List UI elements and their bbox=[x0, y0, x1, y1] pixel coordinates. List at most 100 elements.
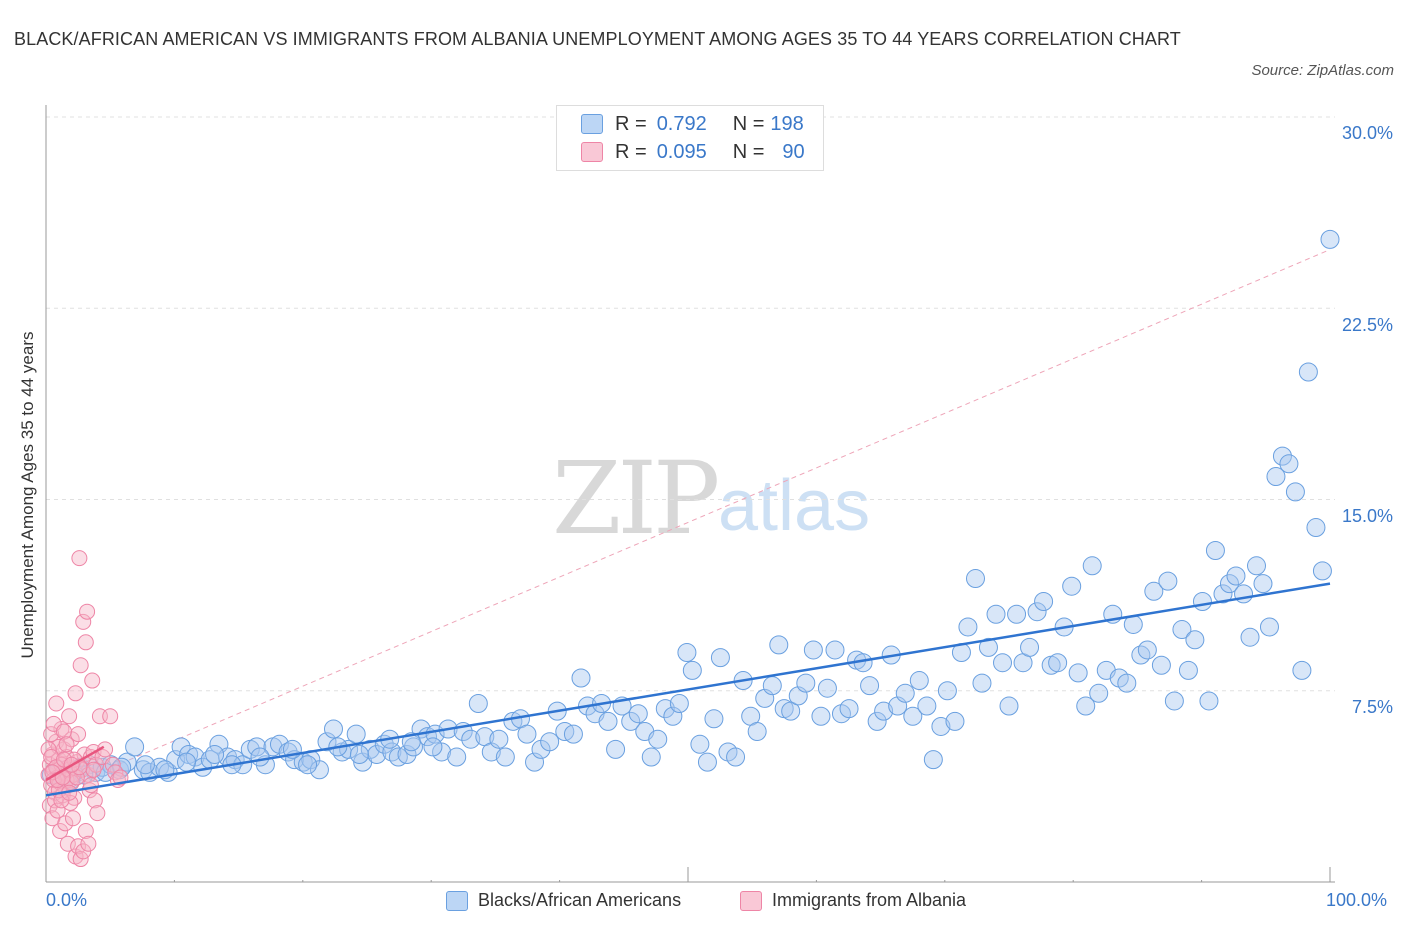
data-point bbox=[965, 569, 985, 589]
legend-row-blacks: R = 0.792 N = 198 bbox=[581, 110, 804, 138]
data-point bbox=[52, 823, 69, 839]
data-point bbox=[563, 724, 583, 744]
data-point bbox=[540, 732, 560, 752]
data-point bbox=[205, 745, 225, 764]
data-point bbox=[762, 676, 782, 696]
data-point bbox=[1144, 581, 1164, 601]
data-point bbox=[1285, 482, 1305, 502]
data-point bbox=[1151, 655, 1171, 675]
legend-n-value: 90 bbox=[782, 140, 805, 163]
data-point bbox=[917, 696, 937, 716]
legend-n-label: N = bbox=[732, 140, 765, 163]
data-point bbox=[67, 685, 84, 702]
data-point bbox=[1219, 574, 1239, 594]
data-point bbox=[1306, 518, 1326, 538]
data-point bbox=[1076, 696, 1096, 716]
data-point bbox=[55, 723, 72, 740]
data-point bbox=[346, 724, 366, 744]
data-point bbox=[71, 550, 88, 567]
data-point bbox=[349, 745, 369, 764]
legend-swatch-blue bbox=[581, 114, 603, 134]
data-point bbox=[525, 752, 545, 772]
data-point bbox=[1131, 645, 1151, 665]
data-point bbox=[423, 737, 443, 757]
legend-swatch-pink bbox=[581, 142, 603, 162]
data-point bbox=[747, 722, 767, 742]
data-point bbox=[48, 695, 65, 712]
data-point bbox=[839, 699, 859, 719]
data-point bbox=[55, 751, 72, 768]
legend-r-value: 0.792 bbox=[656, 112, 707, 135]
data-point bbox=[77, 634, 94, 651]
data-point bbox=[1172, 620, 1192, 640]
data-point bbox=[135, 755, 155, 775]
data-point bbox=[447, 747, 467, 767]
data-point bbox=[247, 737, 267, 757]
data-point bbox=[86, 792, 103, 809]
data-point bbox=[860, 676, 880, 696]
chart-title: BLACK/AFRICAN AMERICAN VS IMMIGRANTS FRO… bbox=[14, 29, 1181, 49]
data-point bbox=[704, 709, 724, 729]
stats-legend: R = 0.792 N = 198 R = 0.095 N = 90 bbox=[556, 105, 824, 171]
data-point bbox=[874, 701, 894, 721]
data-point bbox=[309, 760, 329, 780]
data-point bbox=[945, 711, 965, 731]
data-point bbox=[1117, 673, 1137, 693]
legend-n-label: N = bbox=[732, 112, 765, 135]
data-point bbox=[57, 815, 74, 832]
legend-r-value: 0.095 bbox=[656, 140, 707, 163]
legend-r-label: R = bbox=[615, 140, 647, 163]
data-point bbox=[59, 835, 76, 852]
data-point bbox=[978, 637, 998, 657]
bottom-legend-albania: Immigrants from Albania bbox=[740, 890, 966, 911]
data-point bbox=[641, 747, 661, 767]
data-point bbox=[85, 761, 102, 778]
data-point bbox=[606, 739, 626, 759]
data-point bbox=[909, 671, 929, 691]
data-point bbox=[84, 672, 101, 689]
legend-n-value: 198 bbox=[770, 112, 804, 135]
data-point bbox=[1292, 660, 1312, 680]
data-point bbox=[1279, 454, 1299, 474]
data-point bbox=[958, 617, 978, 637]
data-point bbox=[1272, 446, 1292, 466]
data-point bbox=[1062, 576, 1082, 596]
data-point bbox=[1027, 602, 1047, 622]
data-point bbox=[401, 732, 421, 752]
source-label: Source: ZipAtlas.com bbox=[1251, 62, 1394, 79]
reference-trend-line bbox=[45, 249, 1331, 796]
data-point bbox=[360, 739, 380, 759]
data-point bbox=[1312, 561, 1332, 581]
data-point bbox=[1240, 627, 1260, 647]
y-tick-label-15: 15.0% bbox=[1341, 506, 1393, 526]
data-point bbox=[710, 648, 730, 668]
data-point bbox=[697, 752, 717, 772]
data-point bbox=[825, 640, 845, 660]
data-point bbox=[64, 810, 81, 827]
bottom-legend-label-blacks: Blacks/African Americans bbox=[478, 890, 682, 910]
data-point bbox=[811, 706, 831, 726]
data-point bbox=[125, 737, 145, 757]
data-point bbox=[317, 732, 337, 752]
data-point bbox=[1178, 660, 1198, 680]
data-point bbox=[298, 755, 318, 775]
data-point bbox=[171, 737, 191, 757]
data-point bbox=[517, 724, 537, 744]
data-point bbox=[53, 721, 70, 737]
watermark-zip: ZIP bbox=[552, 440, 720, 557]
data-point bbox=[867, 711, 887, 731]
data-point bbox=[895, 683, 915, 703]
data-point bbox=[250, 747, 270, 767]
data-point bbox=[655, 699, 675, 719]
legend-r-label: R = bbox=[615, 112, 647, 135]
data-point bbox=[1266, 467, 1286, 487]
legend-row-albania: R = 0.095 N = 90 bbox=[581, 138, 805, 166]
data-point bbox=[1253, 574, 1273, 594]
data-point bbox=[817, 678, 837, 698]
data-point bbox=[986, 604, 1006, 624]
data-point bbox=[117, 752, 137, 772]
data-point bbox=[628, 704, 648, 724]
data-point bbox=[769, 635, 789, 655]
data-point bbox=[102, 708, 119, 725]
